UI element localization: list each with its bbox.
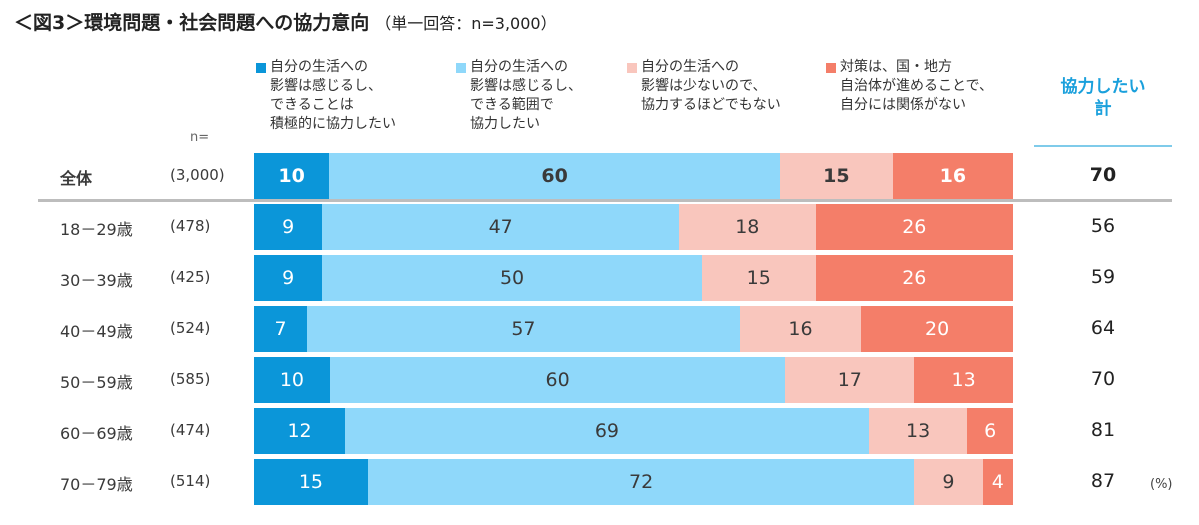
total-value: 64	[1090, 317, 1116, 339]
bar-segment-4: 26	[815, 255, 1013, 301]
total-header-line	[1034, 145, 1172, 147]
category-label: 60－69歳	[60, 424, 133, 443]
stacked-bar: 10 60 15 16	[254, 153, 1013, 199]
category-label: 全体	[60, 169, 93, 188]
stacked-bar: 7 57 16 20	[254, 306, 1013, 352]
bar-segment-2: 60	[329, 357, 786, 403]
stacked-bar: 9 47 18 26	[254, 204, 1013, 250]
n-header: n=	[190, 130, 210, 145]
bar-segment-4: 6	[967, 408, 1013, 454]
bar-segment-1: 12	[254, 408, 346, 454]
legend-label: 自分の生活への 影響は少ないので、 協力するほどでもない	[641, 59, 781, 113]
category-label: 30－39歳	[60, 271, 133, 290]
category-label: 40－49歳	[60, 322, 133, 341]
bar-row: 50－59歳 (585) 10 60 17 13 70	[0, 357, 1199, 403]
legend-swatch	[627, 63, 637, 73]
bar-row: 40－49歳 (524) 7 57 16 20 64	[0, 306, 1199, 352]
n-value: (524)	[170, 319, 211, 337]
bar-segment-3: 15	[780, 153, 893, 199]
bar-segment-2: 72	[367, 459, 915, 505]
legend-item-2: 自分の生活への 影響は感じるし、 できる範囲で 協力したい	[456, 58, 582, 134]
bar-segment-1: 10	[254, 357, 330, 403]
bar-segment-4: 4	[982, 459, 1013, 505]
legend-swatch	[456, 63, 466, 73]
bar-segment-2: 57	[307, 306, 740, 352]
bar-segment-3: 16	[739, 306, 862, 352]
total-value: 70	[1090, 368, 1116, 390]
legend-label: 自分の生活への 影響は感じるし、 できる範囲で 協力したい	[470, 59, 582, 132]
subtitle: （単一回答：n=3,000）	[375, 14, 557, 33]
bar-segment-1: 9	[254, 255, 323, 301]
total-value: 81	[1090, 419, 1116, 441]
stacked-bar: 15 72 9 4	[254, 459, 1013, 505]
bar-segment-1: 10	[254, 153, 330, 199]
category-label: 18－29歳	[60, 220, 133, 239]
total-value: 59	[1090, 266, 1116, 288]
bar-segment-1: 7	[254, 306, 308, 352]
bar-row: 18－29歳 (478) 9 47 18 26 56	[0, 204, 1199, 250]
total-value: 87	[1090, 470, 1116, 492]
bar-segment-4: 20	[861, 306, 1013, 352]
title-text: ＜図3＞環境問題・社会問題への協力意向	[14, 12, 370, 34]
legend-label: 自分の生活への 影響は感じるし、 できることは 積極的に協力したい	[270, 59, 396, 132]
category-label: 50－59歳	[60, 373, 133, 392]
bar-segment-3: 13	[868, 408, 968, 454]
n-value: (478)	[170, 217, 211, 235]
bar-row: 30－39歳 (425) 9 50 15 26 59	[0, 255, 1199, 301]
bar-row: 全体 (3,000) 10 60 15 16 70	[0, 153, 1199, 199]
bar-segment-3: 9	[914, 459, 983, 505]
legend-item-3: 自分の生活への 影響は少ないので、 協力するほどでもない	[627, 58, 781, 115]
legend-label: 対策は、国・地方 自治体が進めることで、 自分には関係がない	[840, 59, 994, 113]
bar-row: 60－69歳 (474) 12 69 13 6 81	[0, 408, 1199, 454]
n-value: (514)	[170, 472, 211, 490]
bar-segment-3: 17	[785, 357, 915, 403]
bar-segment-4: 13	[914, 357, 1013, 403]
n-value: (425)	[170, 268, 211, 286]
chart-title: ＜図3＞環境問題・社会問題への協力意向 （単一回答：n=3,000）	[14, 8, 557, 35]
stacked-bar: 9 50 15 26	[254, 255, 1013, 301]
legend-item-4: 対策は、国・地方 自治体が進めることで、 自分には関係がない	[826, 58, 994, 115]
unit-label: (%)	[1150, 477, 1173, 492]
bar-segment-3: 18	[679, 204, 816, 250]
legend-item-1: 自分の生活への 影響は感じるし、 できることは 積極的に協力したい	[256, 58, 396, 134]
category-label: 70－79歳	[60, 475, 133, 494]
bar-segment-2: 47	[322, 204, 680, 250]
bar-segment-2: 50	[322, 255, 702, 301]
stacked-bar: 12 69 13 6	[254, 408, 1013, 454]
total-value: 56	[1090, 215, 1116, 237]
bar-segment-2: 60	[329, 153, 781, 199]
n-value: (585)	[170, 370, 211, 388]
bar-segment-3: 15	[701, 255, 816, 301]
bar-segment-2: 69	[345, 408, 869, 454]
stacked-bar: 10 60 17 13	[254, 357, 1013, 403]
legend-swatch	[826, 63, 836, 73]
bar-segment-4: 26	[815, 204, 1013, 250]
total-header: 協力したい 計	[1060, 77, 1146, 119]
n-value: (3,000)	[170, 166, 225, 184]
bar-row: 70－79歳 (514) 15 72 9 4 87	[0, 459, 1199, 505]
bar-segment-1: 9	[254, 204, 323, 250]
bar-segment-4: 16	[892, 153, 1013, 199]
n-value: (474)	[170, 421, 211, 439]
bar-segment-1: 15	[254, 459, 368, 505]
legend-swatch	[256, 63, 266, 73]
total-value: 70	[1089, 164, 1117, 186]
row-separator	[38, 199, 1172, 202]
